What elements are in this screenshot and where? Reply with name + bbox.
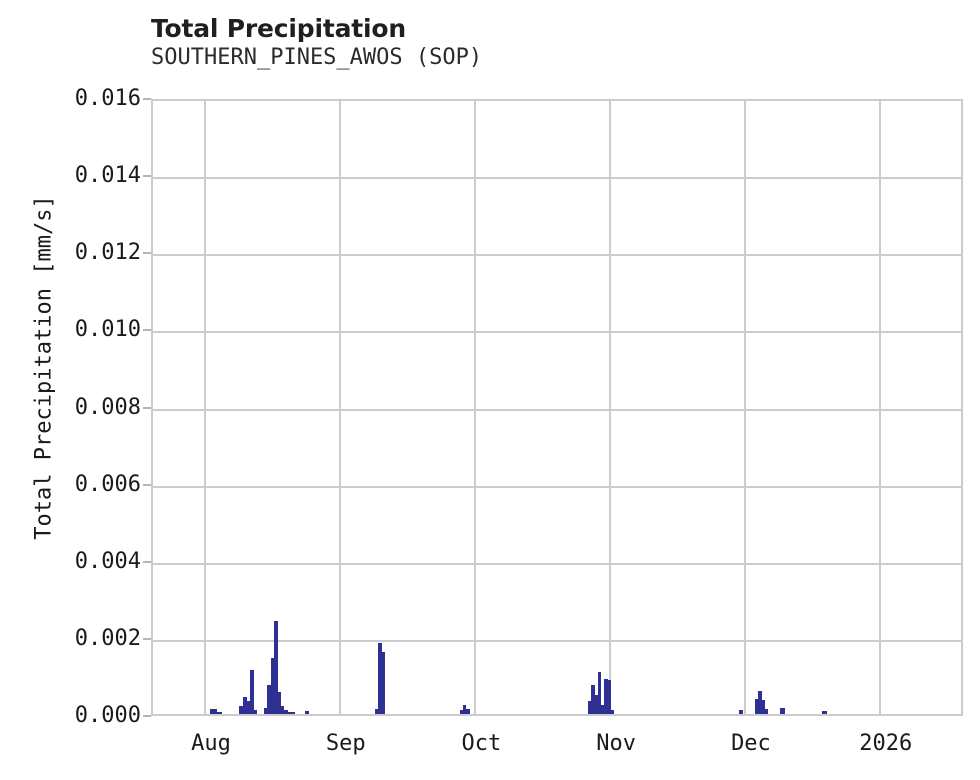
bar xyxy=(610,710,614,714)
gridline-horizontal xyxy=(153,331,961,334)
bar xyxy=(381,652,385,714)
gridline-horizontal xyxy=(153,408,961,411)
bar xyxy=(377,642,382,714)
bar xyxy=(764,708,768,714)
bar xyxy=(779,707,785,714)
y-axis-tick-mark xyxy=(143,175,151,178)
y-axis-tick-label: 0.016 xyxy=(74,86,141,111)
gridline-vertical xyxy=(878,101,881,714)
gridline-vertical xyxy=(609,101,612,714)
y-axis-tick-mark xyxy=(143,483,151,486)
y-axis-tick-mark xyxy=(143,98,151,100)
y-axis-tick-mark xyxy=(143,637,151,640)
gridline-vertical xyxy=(474,101,477,714)
bar xyxy=(374,709,378,714)
bar xyxy=(254,710,257,714)
gridline-horizontal xyxy=(153,639,961,642)
bar xyxy=(821,710,827,714)
y-axis-tick-label: 0.008 xyxy=(74,394,141,420)
gridline-vertical xyxy=(743,101,746,714)
bar xyxy=(270,658,274,714)
gridline-horizontal xyxy=(153,254,961,257)
bar xyxy=(304,710,309,714)
gridline-horizontal xyxy=(153,177,961,180)
y-axis-tick-labels: 0.000 0.002 0.004 0.006 0.008 0.010 0.012 0.014… xyxy=(0,0,141,780)
y-axis-tick-mark xyxy=(143,560,151,563)
bar xyxy=(603,678,608,714)
y-axis-tick-label: 0.002 xyxy=(74,625,141,651)
plot-area xyxy=(151,99,963,716)
bar xyxy=(264,707,267,714)
y-axis-tick-label: 0.014 xyxy=(74,163,141,189)
x-axis-tick-label: Oct xyxy=(461,731,502,756)
bar xyxy=(757,690,762,714)
x-axis-tick-label: Sep xyxy=(325,731,366,756)
bar xyxy=(273,621,278,714)
y-axis-tick-label: 0.012 xyxy=(74,240,141,266)
x-axis-tick-label: 2026 xyxy=(859,731,913,756)
chart-subtitle: SOUTHERN_PINES_AWOS (SOP) xyxy=(151,45,483,70)
y-axis-tick-label: 0.010 xyxy=(74,317,141,343)
gridline-horizontal xyxy=(153,485,961,488)
bar xyxy=(243,696,248,714)
y-axis-tick-mark xyxy=(143,329,151,332)
x-axis-tick-label: Nov xyxy=(596,731,637,756)
bar xyxy=(216,711,223,714)
bar xyxy=(594,694,598,714)
bar xyxy=(754,698,758,714)
gridline-horizontal xyxy=(153,562,961,565)
y-axis-tick-mark xyxy=(143,406,151,409)
bar xyxy=(761,700,765,714)
bar xyxy=(738,710,743,714)
bar xyxy=(267,684,271,714)
bar xyxy=(247,701,251,714)
bars-layer xyxy=(153,101,961,714)
bar xyxy=(250,669,254,714)
page-title: Total Precipitation xyxy=(151,14,406,43)
bar xyxy=(462,704,466,714)
x-axis-tick-label: Dec xyxy=(731,731,771,756)
bar xyxy=(283,710,288,714)
title-block: Total Precipitation SOUTHERN_PINES_AWOS … xyxy=(151,14,851,72)
bar xyxy=(600,704,604,714)
bar xyxy=(607,680,611,714)
bar xyxy=(587,700,591,714)
gridline-vertical xyxy=(203,101,206,714)
bar xyxy=(459,710,463,714)
y-axis-tick-label: 0.004 xyxy=(74,548,141,574)
bar xyxy=(287,711,295,714)
bar xyxy=(590,685,595,714)
bar xyxy=(465,709,470,714)
bar xyxy=(239,706,244,714)
y-axis-tick-label: 0.006 xyxy=(74,471,141,497)
gridline-vertical xyxy=(338,101,341,714)
y-axis-tick-mark xyxy=(143,715,151,717)
y-axis-tick-label: 0.000 xyxy=(74,703,141,728)
y-axis-tick-mark xyxy=(143,252,151,255)
bar xyxy=(597,671,601,714)
x-axis-tick-label: Aug xyxy=(191,731,231,756)
bar xyxy=(280,706,284,714)
bar xyxy=(277,691,281,714)
bar xyxy=(210,709,217,714)
